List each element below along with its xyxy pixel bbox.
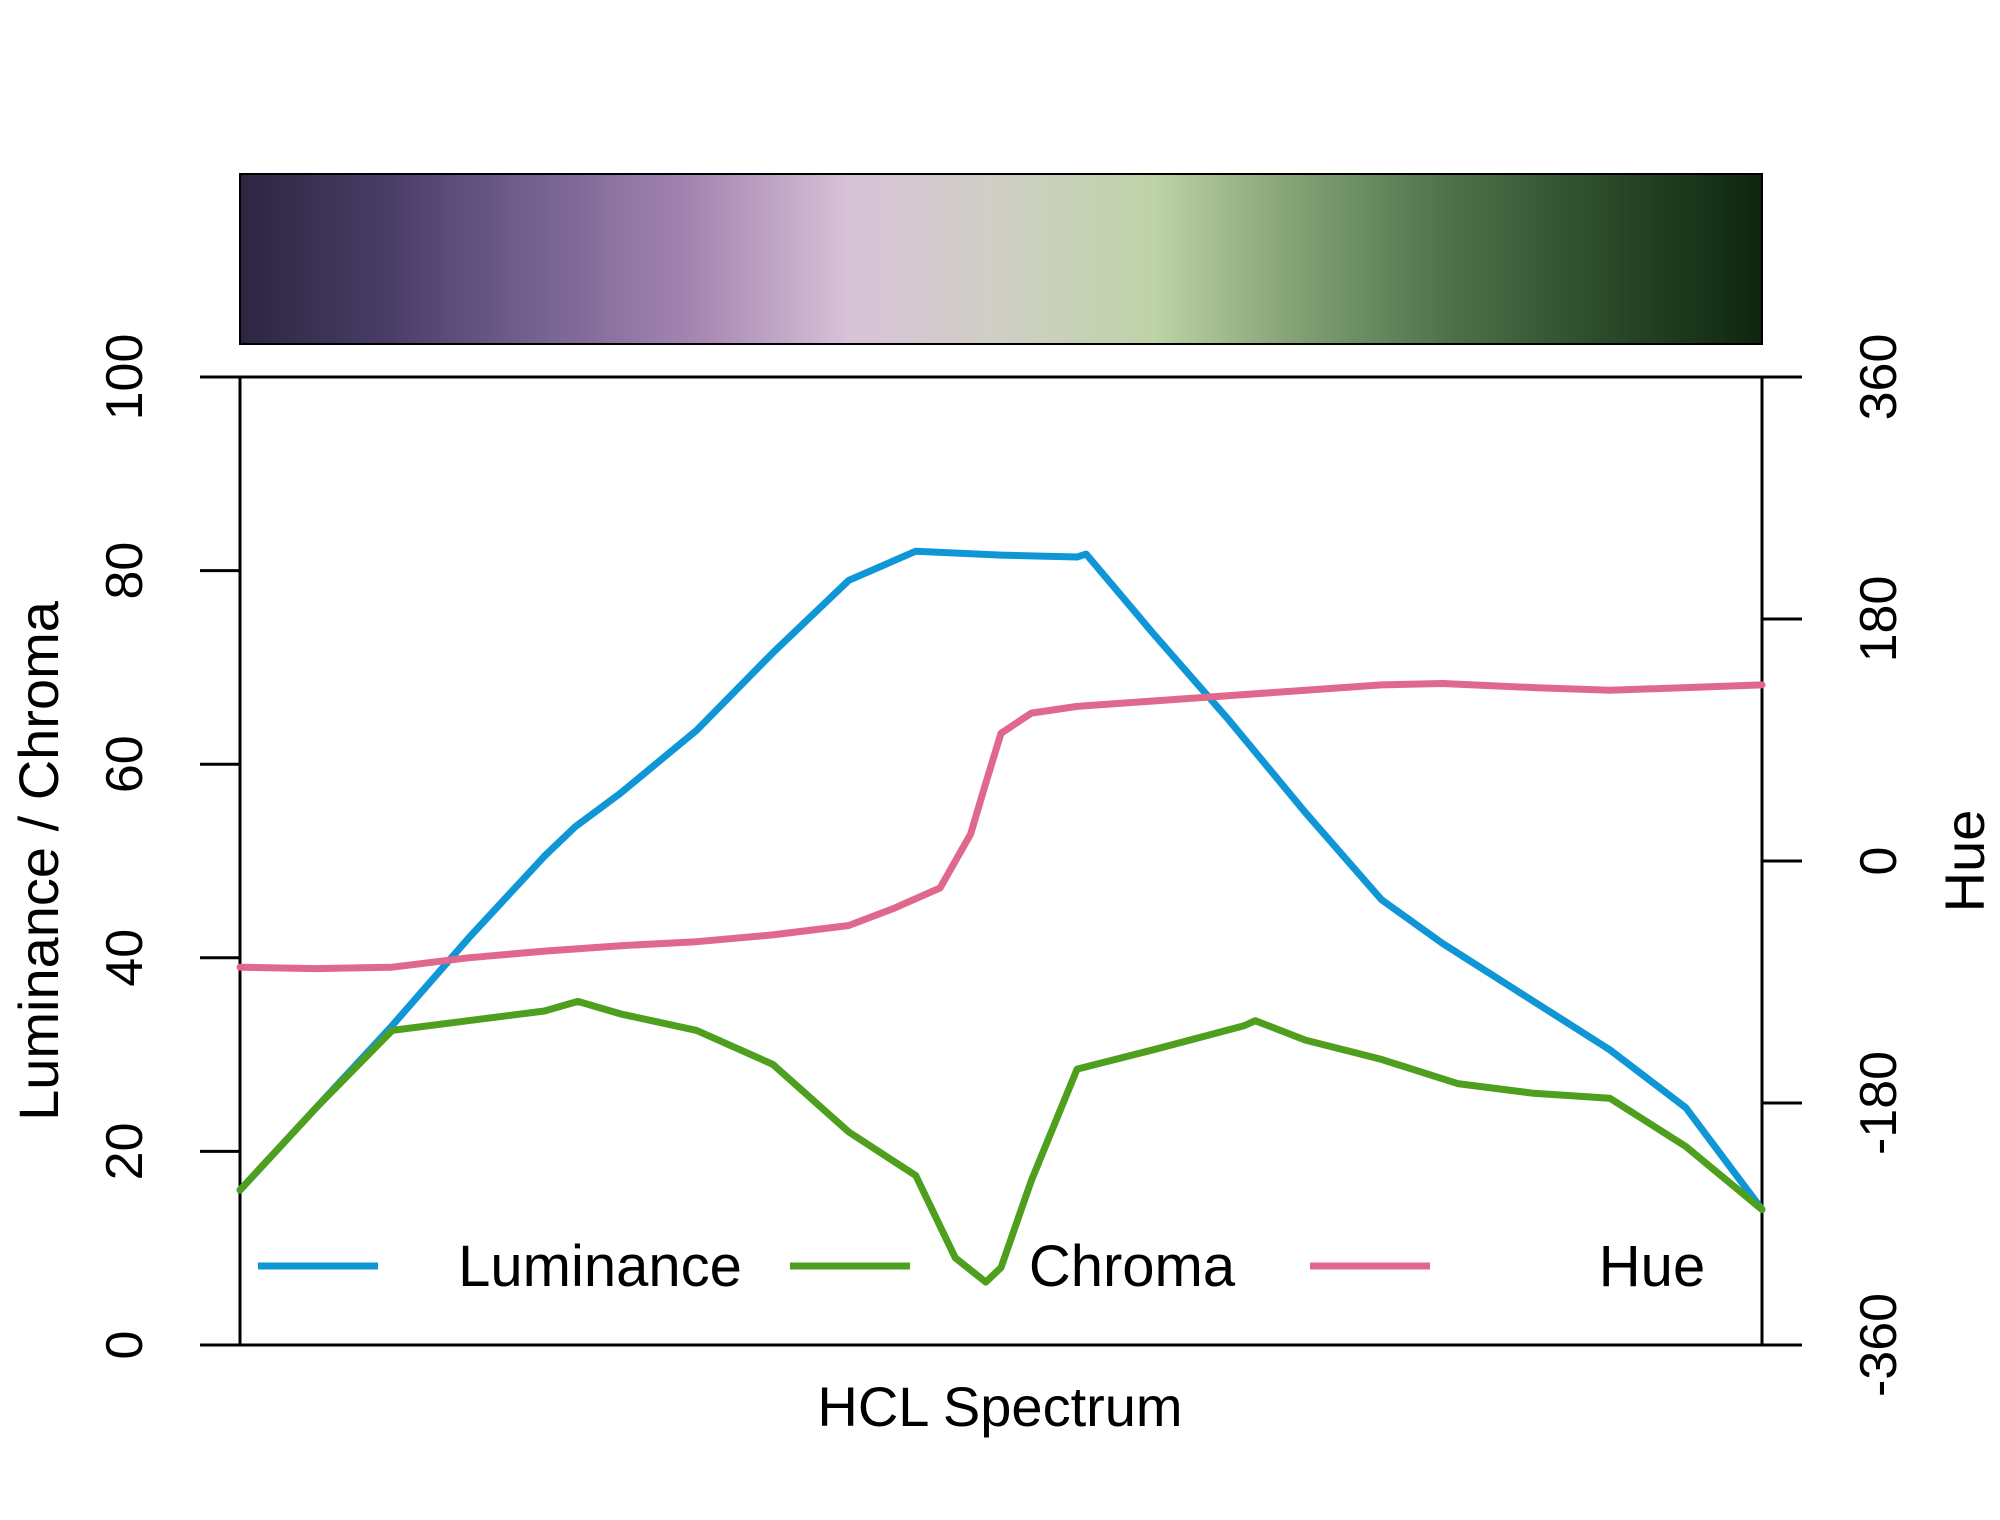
series-line-chroma [236,997,1766,1286]
series-line-luminance [236,547,1766,1213]
right-tick-label: 360 [1850,334,1908,421]
legend-label-luminance: Luminance [458,1234,742,1299]
right-tick-label: 0 [1850,847,1908,876]
left-tick-label: 100 [96,334,154,421]
right-tick-label: -180 [1850,1051,1908,1155]
colorbar [239,173,1763,345]
left-axis: 0 20 40 60 80 100 [96,334,240,1360]
series-lines [236,547,1766,1286]
left-tick-label: 60 [96,735,154,793]
right-tick-label: 180 [1850,576,1908,663]
right-tick-label: -360 [1850,1293,1908,1397]
y-axis-title: Luminance / Chroma [7,600,70,1121]
left-tick-label: 80 [96,542,154,600]
colorbar-gradient [239,173,1763,345]
legend: Luminance Chroma Hue [258,1234,1705,1299]
right-axis: -360 -180 0 180 360 [1762,334,1908,1397]
left-tick-label: 40 [96,929,154,987]
legend-label-hue: Hue [1599,1234,1705,1299]
left-tick-label: 0 [96,1331,154,1360]
x-axis-title: HCL Spectrum [817,1375,1182,1438]
y2-axis-title: Hue [1933,810,1996,913]
left-tick-label: 20 [96,1122,154,1180]
series-line-hue [236,680,1766,973]
legend-label-chroma: Chroma [1029,1234,1236,1299]
plot-frame [238,375,1764,1347]
